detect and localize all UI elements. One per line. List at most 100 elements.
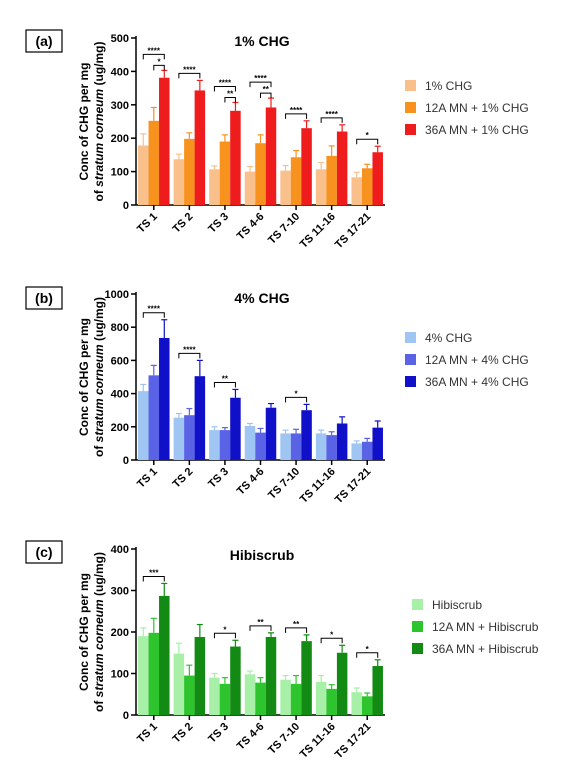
bar-3: [336, 423, 348, 460]
bar-3: [301, 641, 312, 715]
y-axis-label-line1: Conc of CHG per mg: [77, 573, 91, 691]
bar-3: [372, 152, 383, 205]
significance-label: ****: [254, 74, 267, 83]
legend-swatch-2: [405, 354, 416, 365]
x-tick-label: TS 2: [171, 211, 196, 236]
bar-2: [219, 683, 231, 715]
y-axis-label-italic: stratum corneum: [92, 344, 106, 442]
y-tick-label: 200: [111, 422, 129, 434]
bar-2: [184, 138, 195, 205]
bar-2: [148, 632, 160, 715]
significance-bracket: [356, 652, 379, 658]
x-tick-label: TS 4-6: [235, 466, 267, 498]
y-axis-label-suffix: (ug/mg): [92, 297, 106, 344]
bar-2: [326, 155, 337, 205]
significance-label: **: [222, 374, 229, 383]
significance-label: ***: [149, 568, 159, 577]
y-tick-label: 200: [111, 133, 129, 145]
bar-3: [230, 646, 241, 715]
significance-bracket: [142, 312, 165, 318]
bar-3: [372, 427, 383, 460]
bar-1: [280, 170, 291, 205]
y-tick-label: 300: [111, 586, 129, 598]
legend-label-2: 12A MN + Hibiscrub: [432, 620, 539, 634]
x-tick-label: TS 7-10: [266, 211, 302, 247]
legend-swatch-1: [405, 80, 416, 91]
y-axis-label-prefix: of: [92, 697, 106, 712]
y-axis-label-line1: Conc of CHG per mg: [77, 318, 91, 436]
y-tick-label: 0: [123, 710, 129, 722]
y-axis-label-prefix: of: [92, 187, 106, 202]
significance-bracket: [249, 625, 272, 631]
bar-2: [361, 168, 373, 205]
y-tick-label: 600: [111, 355, 129, 367]
y-axis-label-prefix: of: [92, 442, 106, 457]
bar-1: [351, 177, 362, 205]
significance-bracket: [142, 53, 165, 60]
bar-1: [351, 692, 362, 715]
bar-3: [301, 410, 312, 460]
legend-label-1: Hibiscrub: [432, 598, 482, 612]
significance-label: **: [293, 620, 300, 629]
chart-title: 1% CHG: [234, 33, 289, 49]
y-axis-label-suffix: (ug/mg): [92, 552, 106, 599]
x-tick-label: TS 17-21: [333, 466, 373, 506]
bar-3: [230, 397, 241, 460]
significance-bracket: [260, 92, 272, 99]
significance-label: ****: [183, 345, 196, 354]
legend-swatch-3: [412, 643, 423, 654]
y-tick-label: 100: [111, 167, 129, 179]
y-axis-label-italic: stratum corneum: [92, 88, 106, 186]
x-tick-label: TS 17-21: [333, 721, 373, 761]
significance-label: ****: [148, 305, 161, 314]
significance-label: *: [330, 630, 334, 639]
x-tick-label: TS 3: [206, 721, 231, 746]
bar-2: [290, 683, 302, 715]
bar-2: [184, 675, 195, 715]
y-tick-label: 100: [111, 669, 129, 681]
x-tick-label: TS 2: [171, 466, 196, 491]
significance-bracket: [320, 117, 343, 123]
significance-label: ****: [219, 78, 232, 87]
panel-label: (b): [35, 290, 53, 306]
significance-bracket: [213, 85, 236, 92]
x-tick-label: TS 1: [135, 466, 160, 491]
x-tick-label: TS 17-21: [333, 211, 373, 251]
bar-2: [361, 696, 373, 715]
bar-1: [315, 681, 327, 715]
x-tick-label: TS 11-16: [298, 211, 338, 251]
legend-label-3: 36A MN + 4% CHG: [425, 375, 529, 389]
legend-swatch-1: [412, 599, 423, 610]
bar-3: [265, 407, 277, 460]
bar-2: [290, 433, 302, 460]
significance-bracket: [142, 575, 165, 582]
significance-bracket: [249, 81, 272, 88]
x-tick-label: TS 1: [135, 211, 160, 236]
bar-1: [244, 674, 256, 715]
bar-1: [138, 391, 149, 460]
x-tick-label: TS 3: [206, 211, 231, 236]
y-tick-label: 200: [111, 627, 129, 639]
bar-1: [138, 145, 149, 205]
bar-2: [148, 375, 160, 460]
bar-2: [219, 141, 231, 205]
legend-label-3: 36A MN + 1% CHG: [425, 123, 529, 137]
bar-1: [209, 169, 220, 205]
y-tick-label: 400: [111, 66, 129, 78]
panel-label: (c): [35, 544, 52, 560]
bar-1: [280, 433, 291, 460]
y-axis-label-line2: of stratum corneum (ug/mg): [92, 41, 106, 201]
legend-label-1: 1% CHG: [425, 79, 472, 93]
significance-bracket: [213, 632, 236, 639]
bar-2: [255, 432, 266, 460]
legend-label-2: 12A MN + 1% CHG: [425, 101, 529, 115]
bar-3: [265, 107, 277, 205]
bar-3: [194, 636, 206, 715]
x-tick-label: TS 7-10: [266, 721, 302, 757]
significance-bracket: [224, 96, 236, 103]
bar-2: [148, 120, 160, 205]
y-axis-label-suffix: (ug/mg): [92, 41, 106, 88]
bar-3: [265, 636, 277, 715]
